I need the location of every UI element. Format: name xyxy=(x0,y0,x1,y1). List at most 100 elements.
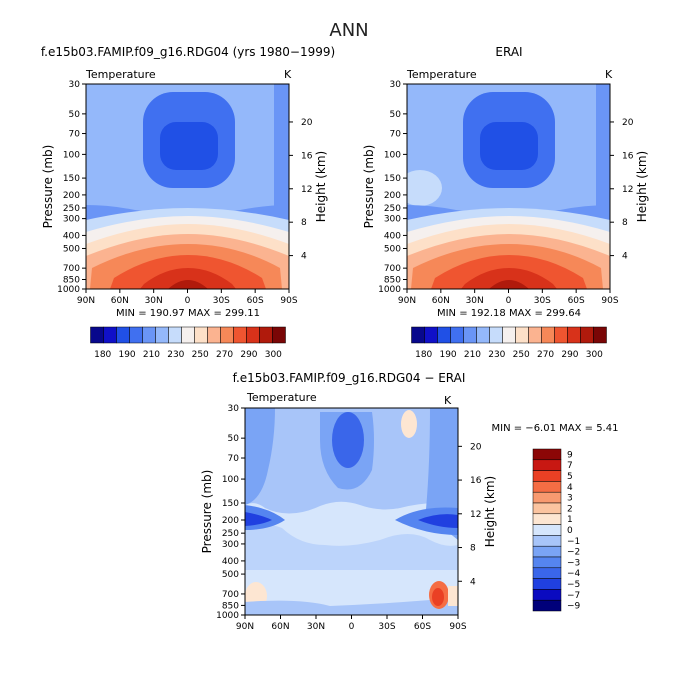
contour-fill xyxy=(432,588,444,606)
y2-tick-label: 12 xyxy=(470,510,481,520)
panel-diff-field-plot xyxy=(245,408,458,615)
y-tick-label: 500 xyxy=(384,244,401,254)
panel-obs: ERAI Temperature K 305070100150200250300… xyxy=(362,45,649,360)
colorbar-swatch xyxy=(532,470,562,482)
y-axis-label: Pressure (mb) xyxy=(362,145,376,229)
x-tick-label: 30N xyxy=(466,296,484,306)
colorbar-swatch xyxy=(593,326,607,344)
colorbar-swatch xyxy=(103,326,117,344)
colorbar-swatch xyxy=(168,326,182,344)
colorbar-swatch xyxy=(532,545,562,558)
colorbar-swatch xyxy=(220,326,234,344)
y2-tick-label: 8 xyxy=(301,218,307,228)
colorbar-swatch xyxy=(532,589,562,601)
colorbar-swatch xyxy=(411,326,425,344)
colorbar-swatch xyxy=(515,326,529,344)
panel-diff: f.e15b03.FAMIP.f09_g16.RDG04 − ERAI Temp… xyxy=(200,371,618,632)
colorbar-swatch xyxy=(532,502,562,515)
colorbar-label: 3 xyxy=(567,494,573,504)
colorbar-swatch xyxy=(532,556,562,569)
colorbar-swatch xyxy=(532,524,562,536)
colorbar-swatch xyxy=(233,326,247,344)
y-tick-label: 70 xyxy=(228,454,240,464)
colorbar-swatch xyxy=(129,326,143,344)
colorbar-label: 210 xyxy=(464,350,481,360)
y2-tick-label: 16 xyxy=(301,151,313,161)
colorbar-label: 270 xyxy=(537,350,554,360)
y-tick-label: 500 xyxy=(63,244,80,254)
y-axis-label: Pressure (mb) xyxy=(41,145,55,229)
colorbar-swatch xyxy=(246,326,260,344)
y-tick-label: 200 xyxy=(384,191,401,201)
contour-fill xyxy=(168,280,208,289)
x-tick-label: 0 xyxy=(349,622,355,632)
colorbar-swatch xyxy=(437,326,451,344)
panel-diff-units: K xyxy=(444,394,452,407)
y-tick-label: 30 xyxy=(390,80,402,90)
panel-diff-field: Temperature xyxy=(246,391,317,404)
x-tick-label: 0 xyxy=(506,296,512,306)
colorbar-label: 2 xyxy=(567,504,573,514)
y2-tick-label: 4 xyxy=(622,252,628,262)
colorbar-swatch xyxy=(580,326,594,344)
contour-fill xyxy=(245,524,458,570)
y-tick-label: 700 xyxy=(222,590,239,600)
colorbar-label: 190 xyxy=(118,350,135,360)
y2-axis-label: Height (km) xyxy=(314,151,328,222)
colorbar-label: 250 xyxy=(192,350,209,360)
colorbar-swatch xyxy=(567,326,581,344)
colorbar-swatch xyxy=(272,326,286,344)
x-tick-label: 90N xyxy=(398,296,416,306)
colorbar-swatch xyxy=(541,326,555,344)
contour-fill xyxy=(461,268,557,289)
contour-fill xyxy=(160,122,218,170)
colorbar-label: 290 xyxy=(561,350,578,360)
panel-model-stats: MIN = 190.97 MAX = 299.11 xyxy=(116,308,260,319)
colorbar-label: 0 xyxy=(567,526,573,536)
panel-model-title: f.e15b03.FAMIP.f09_g16.RDG04 (yrs 1980−1… xyxy=(41,45,335,59)
colorbar-swatch xyxy=(181,326,195,344)
colorbar-label: 270 xyxy=(216,350,233,360)
colorbar-swatch xyxy=(207,326,221,344)
contour-fill xyxy=(407,170,442,206)
y-tick-label: 300 xyxy=(384,215,401,225)
colorbar-label: 300 xyxy=(265,350,282,360)
contour-fill xyxy=(480,122,538,170)
contour-fill xyxy=(448,586,458,606)
colorbar-label: −9 xyxy=(567,602,581,612)
colorbar-label: −7 xyxy=(567,591,580,601)
y-tick-label: 100 xyxy=(384,150,401,160)
y-tick-label: 400 xyxy=(63,231,80,241)
y2-tick-label: 20 xyxy=(622,118,634,128)
y-tick-label: 400 xyxy=(222,557,239,567)
colorbar-swatch xyxy=(532,513,562,525)
contour-fill xyxy=(274,84,289,234)
colorbar-swatch xyxy=(532,578,562,590)
y-tick-label: 1000 xyxy=(378,285,401,295)
colorbar-swatch xyxy=(155,326,169,344)
colorbar-swatch xyxy=(476,326,490,344)
panel-diff-title: f.e15b03.FAMIP.f09_g16.RDG04 − ERAI xyxy=(233,371,466,385)
y2-tick-label: 16 xyxy=(622,151,634,161)
x-tick-label: 60S xyxy=(414,622,431,632)
y-tick-label: 150 xyxy=(384,174,401,184)
colorbar-label: −1 xyxy=(567,537,580,547)
contour-fill xyxy=(489,280,529,289)
y-tick-label: 150 xyxy=(222,499,239,509)
y-tick-label: 70 xyxy=(69,130,81,140)
colorbar-label: 5 xyxy=(567,472,573,482)
colorbar-swatch xyxy=(90,326,104,344)
colorbar-swatch xyxy=(532,481,562,493)
panel-obs-field-plot xyxy=(407,84,610,289)
colorbar-swatch xyxy=(502,326,516,344)
y2-tick-label: 12 xyxy=(301,185,312,195)
contour-fill xyxy=(401,410,417,438)
colorbar-label: 180 xyxy=(94,350,111,360)
panel-obs-stats: MIN = 192.18 MAX = 299.64 xyxy=(437,308,581,319)
panel-obs-title: ERAI xyxy=(495,45,522,59)
y-tick-label: 30 xyxy=(69,80,81,90)
colorbar-label: −3 xyxy=(567,558,580,568)
y-tick-label: 500 xyxy=(222,570,239,580)
x-tick-label: 60S xyxy=(568,296,585,306)
colorbar-label: −5 xyxy=(567,580,580,590)
